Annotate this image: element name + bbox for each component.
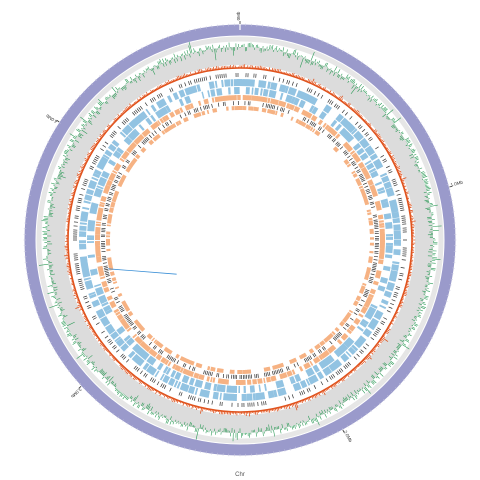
scale-label: 1.0Mb: [450, 179, 464, 187]
red-track-spikes: [64, 64, 416, 417]
scale-major-tick: [78, 385, 82, 389]
gc-content-track: [38, 41, 442, 442]
scale-label: 2.0Mb: [343, 430, 354, 444]
red-baseline: [67, 67, 413, 413]
scale-labels: 0Mb 1.0Mb 2.0Mb 3.0Mb 4.0Mb: [45, 11, 464, 443]
scale-major-tick: [56, 119, 60, 123]
blue-feature-row-2: [87, 87, 393, 393]
highlight-link: [108, 268, 177, 275]
scale-label: 3.0Mb: [70, 387, 83, 399]
chromosome-label: Chr: [235, 472, 245, 478]
genome-tracks: [23, 8, 457, 457]
outer-grey-band: [36, 36, 444, 444]
orange-feature-row-1: [95, 95, 385, 385]
orange-feature-row-2: [106, 106, 374, 374]
dark-tick-row-outer: [72, 72, 407, 408]
dark-tick-row-inner: [100, 100, 380, 380]
blue-feature-row-1: [79, 79, 401, 401]
scale-major-tick: [449, 185, 453, 188]
scale-label: 4.0Mb: [45, 113, 59, 124]
scale-label: 0Mb: [236, 11, 241, 20]
scale-major-tick: [342, 429, 345, 433]
inner-grey-band: [47, 47, 433, 433]
